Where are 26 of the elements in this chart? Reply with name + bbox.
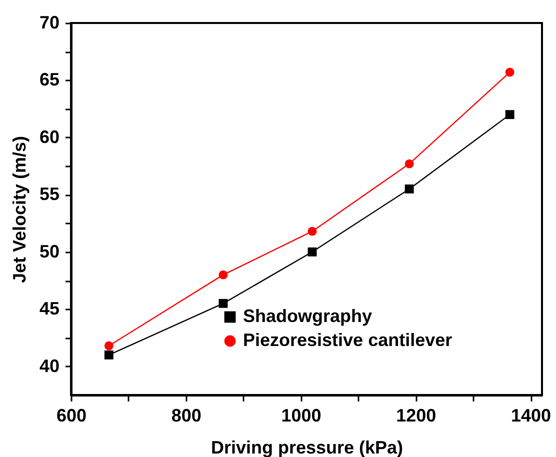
legend-label: Piezoresistive cantilever [243,330,452,350]
y-tick-label: 70 [39,12,60,32]
y-axis-title: Jet Velocity (m/s) [9,136,30,284]
point [218,298,228,308]
y-tick-label: 45 [39,298,60,319]
point [404,184,414,194]
x-tick-label: 800 [171,406,202,426]
y-tick-label: 65 [39,70,60,90]
point [505,68,514,77]
y-tick-label: 50 [39,241,60,262]
y-tick-label: 55 [39,184,60,204]
x-tick-label: 1400 [510,406,552,426]
point [308,247,317,256]
point [218,270,228,280]
point [404,159,414,168]
x-tick-label: 1200 [396,406,436,426]
point [308,226,317,236]
point [104,341,114,350]
x-tick-label: 1000 [281,406,322,426]
y-tick-label: 40 [39,356,60,376]
point [104,350,114,360]
x-axis-title: Driving pressure (kPa) [210,438,404,457]
y-tick-label: 60 [39,126,60,147]
x-tick-label: 600 [56,406,87,426]
legend-label: Shadowgraphy [243,306,372,326]
point [505,110,514,120]
